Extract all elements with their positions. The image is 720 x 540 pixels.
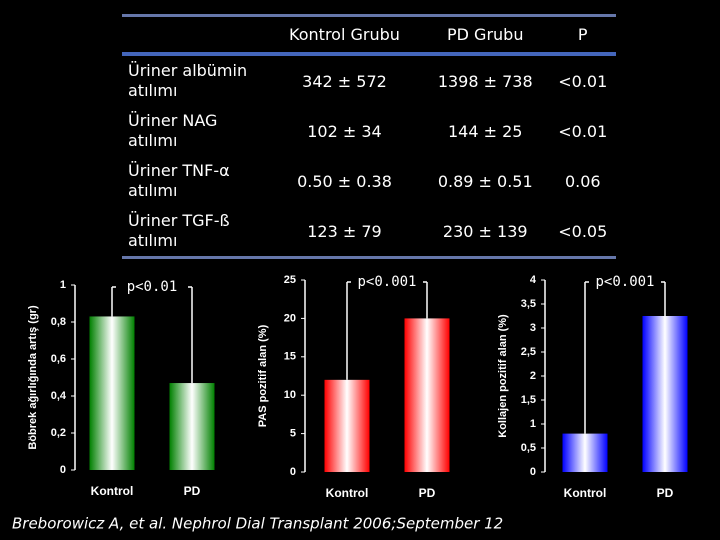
cell: 144 ± 25 <box>448 121 523 141</box>
y-axis-label: Kollajen pozitif alan (%) <box>497 314 509 438</box>
cell: 0.06 <box>564 171 601 191</box>
column-header: PD Grubu <box>420 14 550 56</box>
y-tick-label: 2,5 <box>521 346 536 358</box>
row-label: Üriner NAG atılımı <box>128 111 218 150</box>
cell: <0.05 <box>549 206 616 259</box>
y-tick-label: 25 <box>284 274 296 286</box>
bar <box>169 383 215 470</box>
y-tick-label: 10 <box>284 389 296 401</box>
bar <box>89 316 135 470</box>
y-tick-label: 0,2 <box>51 427 66 439</box>
annotation: p<0.001 <box>357 274 416 290</box>
y-tick-label: 4 <box>530 274 537 286</box>
cell: 123 ± 79 <box>268 206 421 259</box>
y-tick-label: 0,8 <box>51 316 66 328</box>
cell: 0.89 ± 0.51 <box>437 171 533 191</box>
footer: Breborowicz A, et al. Nephrol Dial Trans… <box>12 515 503 533</box>
y-tick-label: 2 <box>530 370 536 382</box>
y-axis-label: Böbrek ağırlığında artış (gr) <box>27 305 39 450</box>
y-tick-label: 3 <box>530 322 536 334</box>
annotation: p<0.01 <box>127 279 178 295</box>
y-tick-label: 0 <box>60 464 66 476</box>
y-axis-label: PAS pozitif alan (%) <box>257 324 269 427</box>
y-tick-label: 20 <box>284 312 296 324</box>
y-tick-label: 5 <box>290 428 296 440</box>
column-header: P <box>549 14 616 56</box>
row-label: Üriner TGF-ß atılımı <box>122 206 268 259</box>
y-tick-label: 15 <box>284 351 296 363</box>
cell: 1398 ± 738 <box>437 71 533 91</box>
x-tick-label: Kontrol <box>326 486 369 500</box>
bar <box>642 316 688 472</box>
cell: <0.01 <box>558 121 608 141</box>
x-tick-label: Kontrol <box>91 484 134 498</box>
bar <box>562 433 608 472</box>
y-tick-label: 1 <box>60 279 66 291</box>
x-tick-label: Kontrol <box>564 486 607 500</box>
bar <box>324 379 370 472</box>
row-label: Üriner TNF-α atılımı <box>128 161 230 200</box>
cell: 0.50 ± 0.38 <box>297 171 392 191</box>
column-header: Kontrol Grubu <box>268 14 421 56</box>
cell: 342 ± 572 <box>302 71 387 91</box>
x-tick-label: PD <box>419 486 436 500</box>
y-tick-label: 0,4 <box>51 390 67 402</box>
y-tick-label: 0 <box>530 466 536 478</box>
y-tick-label: 1,5 <box>521 394 536 406</box>
y-tick-label: 0 <box>290 466 296 478</box>
y-tick-label: 0,5 <box>521 442 536 454</box>
bar <box>404 318 450 472</box>
cell: 102 ± 34 <box>307 121 382 141</box>
x-tick-label: PD <box>657 486 674 500</box>
y-tick-label: 1 <box>530 418 536 430</box>
cell: 230 ± 139 <box>420 206 550 259</box>
x-tick-label: PD <box>184 484 201 498</box>
row-label: Üriner albümin atılımı <box>128 61 248 100</box>
y-tick-label: 0,6 <box>51 353 66 365</box>
data-table: Kontrol Grubu PD Grubu P Üriner albümin atı… <box>122 14 616 259</box>
cell: <0.01 <box>558 71 608 91</box>
y-tick-label: 3,5 <box>521 298 536 310</box>
annotation: p<0.001 <box>595 274 654 290</box>
